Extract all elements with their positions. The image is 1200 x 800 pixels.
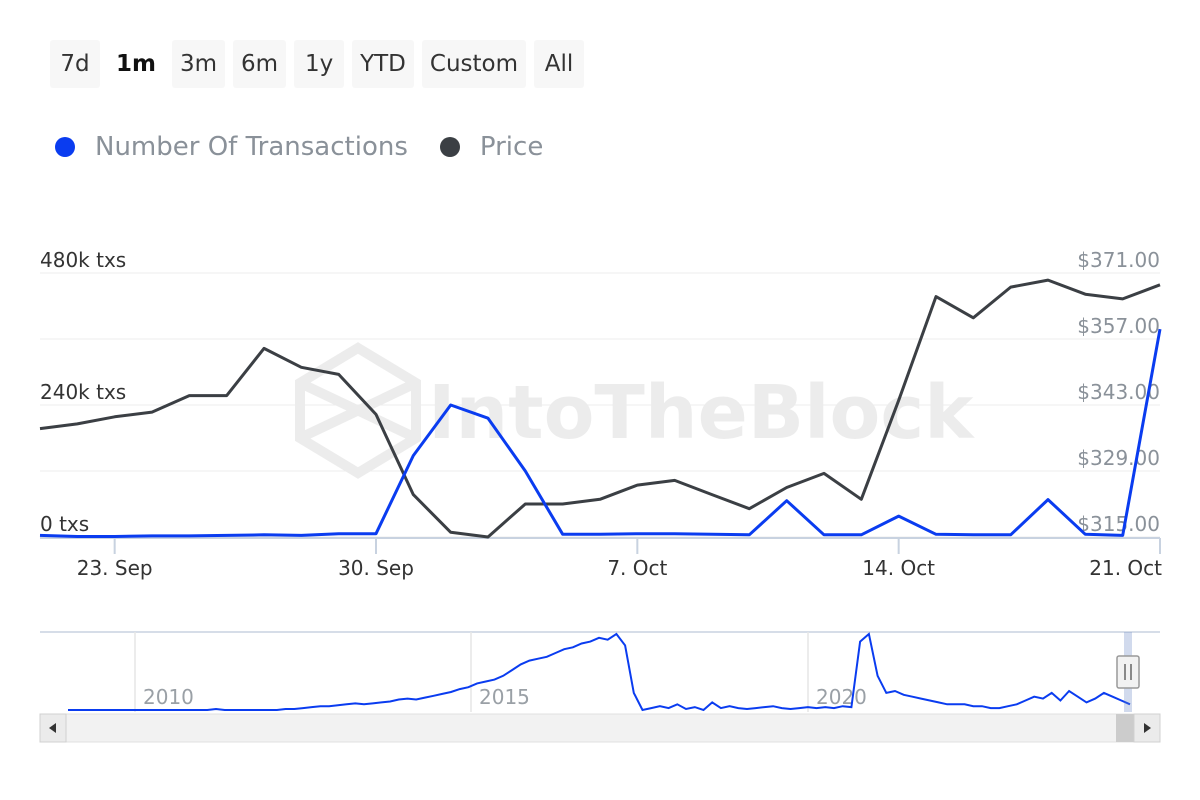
y-left-tick-label: 0 txs	[40, 512, 89, 536]
navigator-year-label: 2015	[479, 685, 530, 709]
watermark-logo-icon	[295, 342, 421, 479]
y-right-tick-label: $357.00	[1077, 314, 1160, 338]
navigator: 2010 2015 2020	[39, 631, 1161, 743]
watermark: IntoTheBlock	[295, 342, 975, 479]
legend-label-transactions: Number Of Transactions	[95, 132, 408, 162]
legend-dot-price-icon	[439, 137, 460, 157]
axes: 23. Sep 30. Sep 7. Oct 14. Oct 21. Oct 0 txs 2…	[40, 248, 1162, 580]
series-layer	[39, 278, 1162, 539]
scrollbar-right-button[interactable]	[1133, 713, 1161, 743]
series-line-transactions	[39, 328, 1162, 538]
legend-label-price: Price	[479, 132, 544, 162]
navigator-handle[interactable]	[1116, 655, 1140, 689]
navigator-handle-box	[1116, 655, 1140, 689]
scroll-right-arrow-icon	[1144, 723, 1151, 733]
range-custom-button[interactable]: Custom	[421, 40, 527, 88]
range-6m-button[interactable]: 6m	[233, 40, 287, 88]
navigator-year-label: 2010	[143, 685, 194, 709]
range-3m-button[interactable]: 3m	[171, 40, 226, 88]
x-tick-label: 7. Oct	[607, 556, 667, 580]
navigator-year-label: 2020	[816, 685, 867, 709]
grid-lines	[40, 272, 1160, 538]
scroll-left-arrow-icon	[49, 723, 56, 733]
y-left-tick-label: 240k txs	[40, 380, 126, 404]
scrollbar-left-button[interactable]	[39, 713, 67, 743]
scrollbar-thumb[interactable]	[1116, 714, 1134, 742]
x-tick-label: 14. Oct	[862, 556, 935, 580]
x-tick-label: 23. Sep	[77, 556, 153, 580]
legend-item-price[interactable]: Price	[439, 132, 544, 162]
y-right-tick-label: $315.00	[1077, 512, 1160, 536]
y-left-tick-label: 480k txs	[40, 248, 126, 272]
x-tick-label: 21. Oct	[1089, 556, 1162, 580]
range-1m-button[interactable]: 1m	[116, 51, 156, 77]
legend-dot-transactions-icon	[55, 137, 75, 157]
range-1y-button[interactable]: 1y	[294, 40, 345, 88]
x-tick-label: 30. Sep	[338, 556, 414, 580]
range-all-button[interactable]: All	[534, 40, 585, 88]
chart-legend: Number Of Transactions Price	[55, 132, 543, 162]
scrollbar-track	[39, 713, 1161, 743]
range-ytd-button[interactable]: YTD	[352, 40, 414, 88]
y-right-tick-label: $371.00	[1077, 248, 1160, 272]
series-line-price	[39, 278, 1161, 539]
navigator-series-line	[68, 632, 1131, 712]
legend-item-transactions[interactable]: Number Of Transactions	[55, 132, 408, 162]
range-selector: 7d 1m 3m 6m 1y YTD Custom All	[50, 40, 585, 88]
range-7d-button[interactable]: 7d	[50, 40, 100, 88]
y-right-tick-label: $329.00	[1077, 446, 1160, 470]
